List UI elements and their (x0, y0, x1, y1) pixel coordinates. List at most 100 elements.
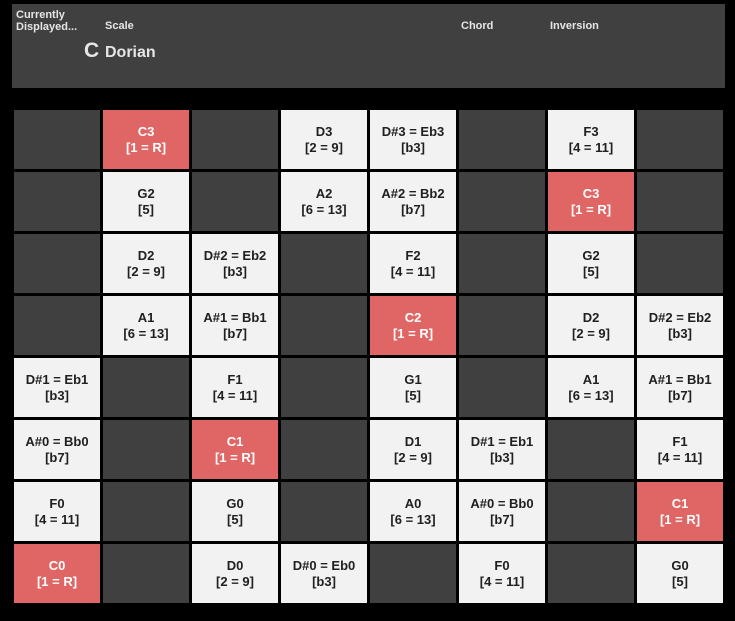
grid-pad-note[interactable]: A#1 = Bb1 [b7] (637, 358, 723, 417)
grid-pad-note[interactable]: A0 [6 = 13] (370, 482, 456, 541)
currently-displayed-label: Currently Displayed... (16, 9, 78, 33)
pad-note-label: A1 (582, 371, 600, 387)
pad-note-label: A1 (137, 309, 155, 325)
pad-degree-label: [4 = 11] (479, 573, 525, 589)
pad-degree-label: [5] (138, 201, 154, 217)
pad-degree-label: [4 = 11] (212, 387, 258, 403)
grid-pad-note[interactable]: D#1 = Eb1 [b3] (14, 358, 100, 417)
grid-pad-root[interactable]: C3 [1 = R] (548, 172, 634, 231)
pad-note-label: F0 (494, 557, 510, 573)
pad-note-label: C1 (226, 433, 244, 449)
pad-degree-label: [b3] (668, 325, 692, 341)
grid-pad-empty[interactable] (281, 234, 367, 293)
grid-pad-note[interactable]: F0 [4 = 11] (14, 482, 100, 541)
grid-pad-empty[interactable] (281, 358, 367, 417)
grid-pad-note[interactable]: D1 [2 = 9] (370, 420, 456, 479)
grid-pad-root[interactable]: C0 [1 = R] (14, 544, 100, 603)
grid-pad-empty[interactable] (548, 544, 634, 603)
grid-pad-note[interactable]: D#2 = Eb2 [b3] (637, 296, 723, 355)
grid-pad-note[interactable]: F1 [4 = 11] (637, 420, 723, 479)
grid-pad-note[interactable]: G0 [5] (637, 544, 723, 603)
grid-pad-empty[interactable] (103, 482, 189, 541)
grid-pad-note[interactable]: D#3 = Eb3 [b3] (370, 110, 456, 169)
grid-pad-empty[interactable] (459, 296, 545, 355)
grid-pad-empty[interactable] (14, 110, 100, 169)
pad-note-label: D#2 = Eb2 (203, 247, 267, 263)
grid-pad-empty[interactable] (192, 172, 278, 231)
chord-label: Chord (461, 20, 494, 32)
grid-pad-empty[interactable] (637, 110, 723, 169)
pad-note-label: C2 (404, 309, 422, 325)
grid-pad-note[interactable]: A1 [6 = 13] (548, 358, 634, 417)
pad-degree-label: [6 = 13] (390, 511, 436, 527)
grid-pad-note[interactable]: A#2 = Bb2 [b7] (370, 172, 456, 231)
grid-pad-note[interactable]: G2 [5] (548, 234, 634, 293)
grid-pad-note[interactable]: F3 [4 = 11] (548, 110, 634, 169)
grid-pad-note[interactable]: D3 [2 = 9] (281, 110, 367, 169)
pad-note-label: C1 (671, 495, 689, 511)
grid-pad-note[interactable]: D#1 = Eb1 [b3] (459, 420, 545, 479)
grid-pad-note[interactable]: A#1 = Bb1 [b7] (192, 296, 278, 355)
grid-pad-note[interactable]: D#0 = Eb0 [b3] (281, 544, 367, 603)
grid-pad-empty[interactable] (637, 172, 723, 231)
pad-note-label: D3 (315, 123, 333, 139)
grid-pad-root[interactable]: C3 [1 = R] (103, 110, 189, 169)
pad-degree-label: [4 = 11] (568, 139, 614, 155)
grid-pad-empty[interactable] (14, 296, 100, 355)
grid-pad-empty[interactable] (459, 110, 545, 169)
grid-pad-empty[interactable] (459, 358, 545, 417)
pad-degree-label: [2 = 9] (127, 263, 165, 279)
grid-pad-empty[interactable] (459, 234, 545, 293)
pad-degree-label: [b7] (490, 511, 514, 527)
grid-pad-note[interactable]: F0 [4 = 11] (459, 544, 545, 603)
inversion-label: Inversion (550, 20, 599, 32)
pad-degree-label: [b7] (401, 201, 425, 217)
grid-pad-root[interactable]: C1 [1 = R] (637, 482, 723, 541)
grid-pad-empty[interactable] (281, 420, 367, 479)
grid-pad-note[interactable]: A1 [6 = 13] (103, 296, 189, 355)
pad-note-label: D2 (582, 309, 600, 325)
grid-pad-note[interactable]: G2 [5] (103, 172, 189, 231)
pad-degree-label: [5] (405, 387, 421, 403)
pad-note-label: A#0 = Bb0 (470, 495, 534, 511)
pad-degree-label: [2 = 9] (572, 325, 610, 341)
grid-pad-root[interactable]: C1 [1 = R] (192, 420, 278, 479)
grid-pad-note[interactable]: G0 [5] (192, 482, 278, 541)
grid-pad-empty[interactable] (281, 296, 367, 355)
pad-degree-label: [4 = 11] (657, 449, 703, 465)
pad-note-label: D#1 = Eb1 (25, 371, 89, 387)
pad-degree-label: [1 = R] (125, 139, 167, 155)
pad-degree-label: [2 = 9] (305, 139, 343, 155)
grid-pad-note[interactable]: D2 [2 = 9] (548, 296, 634, 355)
pad-degree-label: [6 = 13] (568, 387, 614, 403)
grid-pad-note[interactable]: F1 [4 = 11] (192, 358, 278, 417)
grid-pad-empty[interactable] (459, 172, 545, 231)
grid-pad-empty[interactable] (281, 482, 367, 541)
grid-pad-note[interactable]: D0 [2 = 9] (192, 544, 278, 603)
pad-degree-label: [b7] (45, 449, 69, 465)
grid-pad-empty[interactable] (192, 110, 278, 169)
grid-pad-empty[interactable] (548, 420, 634, 479)
grid-pad-note[interactable]: F2 [4 = 11] (370, 234, 456, 293)
grid-pad-root[interactable]: C2 [1 = R] (370, 296, 456, 355)
grid-pad-note[interactable]: D2 [2 = 9] (103, 234, 189, 293)
grid-pad-empty[interactable] (548, 482, 634, 541)
grid-pad-empty[interactable] (103, 358, 189, 417)
grid-pad-empty[interactable] (103, 544, 189, 603)
grid-pad-empty[interactable] (637, 234, 723, 293)
grid-pad-note[interactable]: A#0 = Bb0 [b7] (14, 420, 100, 479)
pad-degree-label: [1 = R] (214, 449, 256, 465)
grid-pad-empty[interactable] (14, 234, 100, 293)
grid-pad-empty[interactable] (370, 544, 456, 603)
grid-pad-note[interactable]: D#2 = Eb2 [b3] (192, 234, 278, 293)
pad-degree-label: [2 = 9] (394, 449, 432, 465)
pad-degree-label: [6 = 13] (301, 201, 347, 217)
grid-pad-empty[interactable] (103, 420, 189, 479)
grid-pad-note[interactable]: A#0 = Bb0 [b7] (459, 482, 545, 541)
grid-pad-empty[interactable] (14, 172, 100, 231)
pad-degree-label: [b3] (490, 449, 514, 465)
grid-pad-note[interactable]: A2 [6 = 13] (281, 172, 367, 231)
grid-pad-note[interactable]: G1 [5] (370, 358, 456, 417)
pad-note-label: D#3 = Eb3 (381, 123, 445, 139)
pad-degree-label: [b7] (223, 325, 247, 341)
